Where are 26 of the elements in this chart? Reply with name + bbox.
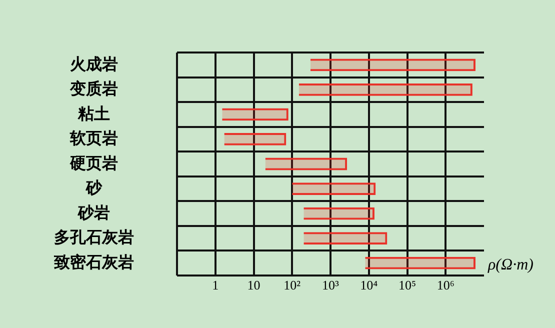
y-tick-label: 火成岩 <box>70 55 118 74</box>
x-tick-label: 10³ <box>322 278 340 293</box>
y-tick-label: 多孔石灰岩 <box>54 228 134 247</box>
bar <box>292 182 376 195</box>
bar <box>365 256 476 270</box>
y-tick-label: 变质岩 <box>69 80 118 98</box>
bar <box>222 108 288 121</box>
x-tick-label: 10 <box>247 278 260 293</box>
y-tick-label: 硬页岩 <box>69 154 118 172</box>
x-tick-label: 10⁴ <box>360 278 378 293</box>
bar <box>310 58 476 72</box>
y-tick-label: 粘土 <box>77 104 110 123</box>
bar <box>298 84 472 96</box>
y-tick-label: 砂岩 <box>77 204 110 222</box>
bar <box>265 158 348 170</box>
x-tick-label: 10⁶ <box>436 278 454 293</box>
x-tick-label: 1 <box>212 278 219 293</box>
bar <box>304 232 388 244</box>
y-tick-label: 致密石灰岩 <box>53 253 134 272</box>
bar <box>304 207 374 220</box>
y-tick-label: 砂 <box>85 179 103 198</box>
bar <box>224 133 286 146</box>
y-tick-label: 软页岩 <box>69 130 118 148</box>
x-tick-label: 10² <box>284 278 301 293</box>
x-axis-title: ρ(Ω·m) <box>487 256 534 274</box>
x-tick-label: 10⁵ <box>398 278 416 293</box>
